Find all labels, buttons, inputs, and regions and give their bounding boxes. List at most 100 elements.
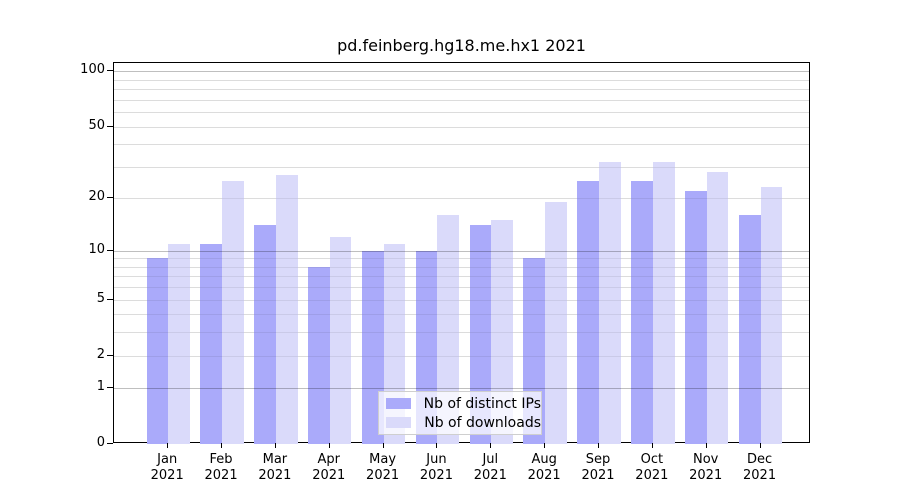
gridline-2 (114, 355, 809, 357)
gridline-9 (114, 258, 809, 260)
bar-nov-distinct-ips (685, 190, 707, 445)
legend-swatch-downloads (386, 417, 412, 428)
x-tick-apr (328, 443, 330, 448)
x-tick-dec (759, 443, 761, 448)
gridline-5 (114, 299, 809, 301)
gridline-40 (114, 144, 809, 146)
bar-nov-downloads (706, 172, 729, 445)
bar-apr-distinct-ips (308, 266, 330, 445)
bar-aug-downloads (545, 202, 567, 445)
gridline-1 (114, 388, 809, 390)
x-tick-oct (651, 443, 653, 448)
gridline-80 (114, 89, 809, 91)
y-tick-10 (107, 249, 113, 251)
y-tick-2 (107, 354, 113, 356)
bar-oct-downloads (652, 161, 675, 445)
gridline-8 (114, 266, 809, 268)
y-tick-20 (107, 197, 113, 199)
plot-area (113, 62, 810, 445)
gridline-70 (114, 99, 809, 101)
x-label-apr: Apr 2021 (312, 452, 346, 483)
x-tick-jul (490, 443, 492, 448)
y-tick-0 (107, 443, 113, 445)
gridline-100 (114, 71, 809, 73)
gridline-4 (114, 314, 809, 316)
x-label-aug: Aug 2021 (527, 452, 561, 483)
y-tick-5 (107, 298, 113, 300)
x-label-mar: Mar 2021 (258, 452, 292, 483)
y-tick-label-50: 50 (88, 117, 105, 133)
x-label-feb: Feb 2021 (204, 452, 238, 483)
gridline-50 (114, 126, 809, 128)
legend-entry-distinct-ips: Nb of distinct IPs (386, 396, 541, 412)
gridline-30 (114, 166, 809, 168)
gridline-7 (114, 276, 809, 278)
x-tick-aug (544, 443, 546, 448)
gridline-3 (114, 332, 809, 334)
bar-sep-distinct-ips (577, 181, 599, 445)
gridline-5 (114, 299, 809, 301)
bar-feb-downloads (222, 181, 244, 445)
gridline-20 (114, 198, 809, 200)
x-tick-nov (705, 443, 707, 448)
x-tick-sep (598, 443, 599, 448)
bar-dec-downloads (760, 187, 783, 445)
gridline-70 (114, 99, 809, 101)
bar-mar-distinct-ips (254, 225, 276, 445)
gridline-6 (114, 287, 809, 289)
gridline-8 (114, 266, 809, 268)
legend: Nb of distinct IPs Nb of downloads (378, 391, 542, 435)
y-tick-label-1: 1 (96, 379, 105, 395)
gridline-60 (114, 112, 809, 114)
gridline-50 (114, 126, 809, 128)
x-tick-may (382, 443, 384, 448)
y-tick-label-100: 100 (80, 62, 105, 78)
y-tick-label-0: 0 (96, 435, 105, 451)
y-tick-100 (107, 70, 113, 72)
bar-oct-distinct-ips (631, 181, 653, 445)
x-label-nov: Nov 2021 (689, 452, 723, 483)
gridline-6 (114, 287, 809, 289)
legend-entry-downloads: Nb of downloads (386, 415, 541, 431)
gridline-40 (114, 144, 809, 146)
gridline-30 (114, 166, 809, 168)
y-tick-1 (107, 387, 113, 389)
x-tick-jun (436, 443, 438, 448)
gridline-80 (114, 89, 809, 91)
y-tick-label-10: 10 (88, 241, 105, 257)
y-tick-50 (107, 125, 113, 127)
y-tick-label-2: 2 (96, 346, 105, 362)
bar-jul-distinct-ips (469, 225, 492, 445)
x-label-jul: Jul 2021 (473, 452, 507, 483)
bar-apr-downloads (329, 237, 352, 445)
bar-mar-downloads (275, 175, 298, 445)
gridline-3 (114, 332, 809, 334)
x-label-jan: Jan 2021 (150, 452, 184, 483)
chart-title: pd.feinberg.hg18.me.hx1 2021 (337, 36, 586, 55)
gridline-20 (114, 198, 809, 200)
x-label-jun: Jun 2021 (419, 452, 453, 483)
x-label-may: May 2021 (366, 452, 400, 483)
bar-dec-distinct-ips (738, 215, 761, 445)
bar-jan-distinct-ips (146, 258, 169, 445)
y-tick-label-20: 20 (88, 189, 105, 205)
bar-jul-downloads (491, 220, 513, 445)
gridline-10 (114, 250, 809, 252)
gridline-90 (114, 79, 809, 81)
x-tick-feb (221, 443, 223, 448)
legend-label-downloads: Nb of downloads (424, 414, 541, 431)
x-label-sep: Sep 2021 (581, 452, 615, 483)
gridline-90 (114, 79, 809, 81)
x-tick-mar (274, 443, 276, 448)
gridline-9 (114, 258, 809, 260)
legend-label-distinct-ips: Nb of distinct IPs (423, 395, 541, 412)
bar-jun-downloads (437, 215, 460, 445)
bar-jan-downloads (168, 243, 190, 445)
y-tick-label-5: 5 (96, 290, 105, 306)
x-tick-jan (167, 443, 169, 448)
legend-swatch-distinct-ips (386, 398, 411, 409)
bar-sep-downloads (599, 161, 621, 445)
x-label-oct: Oct 2021 (635, 452, 669, 483)
gridline-7 (114, 276, 809, 278)
